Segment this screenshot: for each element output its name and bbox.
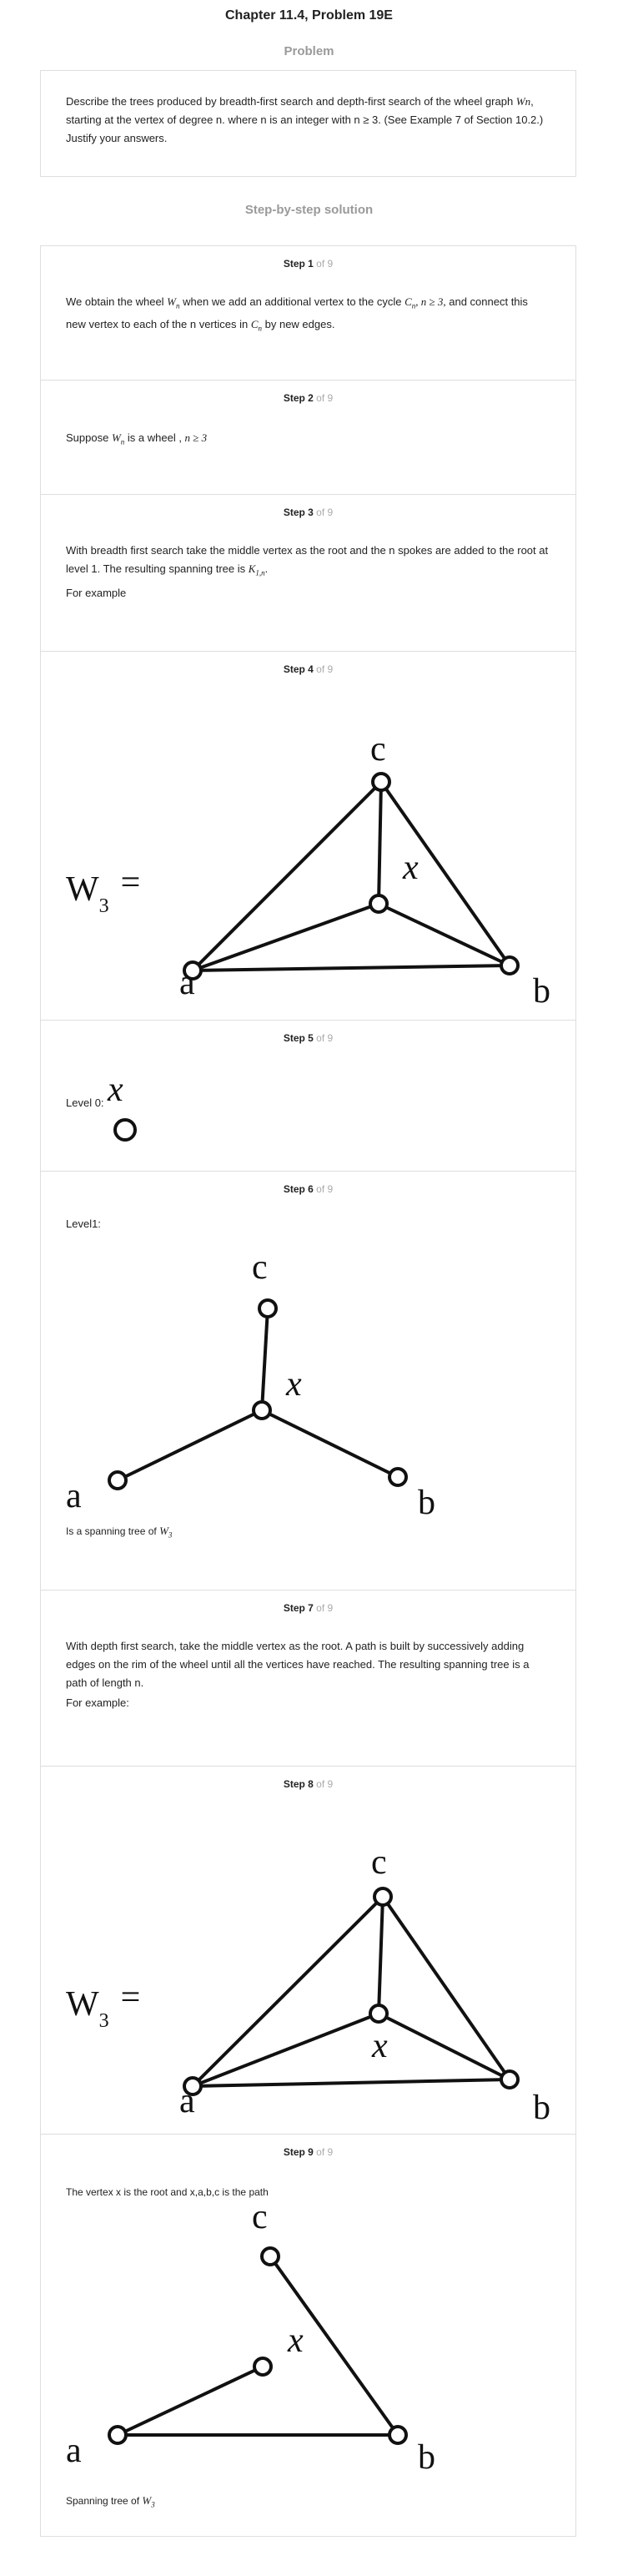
bfs-label-x: x	[285, 1365, 302, 1404]
vertex-label-a: a	[179, 964, 195, 1002]
vertex-label-b: b	[533, 972, 550, 1011]
step-4-card: Step 4 of 9 W3= c x a b	[40, 651, 576, 1021]
dfs-label-a: a	[66, 2432, 82, 2470]
w8-label-b: b	[533, 2089, 550, 2127]
step-2-header: Step 2 of 9	[283, 392, 334, 404]
level-1-label: Level1:	[66, 1217, 101, 1230]
step-3-example: For example	[66, 586, 127, 599]
step-1-text: We obtain the wheel Wn when we add an ad…	[66, 295, 528, 333]
dfs-label-c: c	[252, 2198, 268, 2236]
bfs-caption: Is a spanning tree of W3	[66, 1525, 173, 1540]
w8-label-x: x	[371, 2027, 388, 2065]
dfs-label-b: b	[418, 2438, 435, 2477]
problem-text: Describe the trees produced by breadth-f…	[66, 95, 544, 144]
wheel-w3-graph-2: W3= c x a b	[66, 1843, 550, 2127]
bfs-tree-graph: c x a b	[66, 1248, 435, 1522]
vertex-label-c: c	[370, 730, 386, 769]
step-8-card: Step 8 of 9 W3= c x a b	[40, 1766, 576, 2135]
problem-card: Describe the trees produced by breadth-f…	[40, 70, 576, 177]
dfs-label-x: x	[287, 2321, 304, 2360]
w8-label-c: c	[371, 1843, 387, 1882]
level-0-label: Level 0:	[66, 1096, 104, 1109]
step-3-card: Step 3 of 9 With breadth first search ta…	[40, 494, 576, 652]
problem-heading: Problem	[284, 44, 334, 58]
step-9-header: Step 9 of 9	[283, 2146, 334, 2158]
bfs-label-c: c	[252, 1248, 268, 1287]
wheel-w3-label-2: W3=	[66, 1979, 140, 2032]
step-6-header: Step 6 of 9	[283, 1183, 334, 1195]
bfs-label-a: a	[66, 1477, 82, 1515]
step-5-header: Step 5 of 9	[283, 1032, 334, 1044]
step-7-example: For example:	[66, 1696, 129, 1709]
page-title: Chapter 11.4, Problem 19E	[225, 8, 393, 23]
step-8-header: Step 8 of 9	[283, 1778, 334, 1790]
step-9-card: Step 9 of 9 The vertex x is the root and…	[40, 2134, 576, 2537]
root-vertex	[113, 1118, 137, 1142]
solution-heading: Step-by-step solution	[244, 203, 374, 217]
step-3-header: Step 3 of 9	[283, 507, 334, 518]
w8-label-a: a	[179, 2082, 195, 2120]
step-2-card: Step 2 of 9 Suppose Wn is a wheel , n ≥ …	[40, 380, 576, 495]
step-7-header: Step 7 of 9	[283, 1602, 334, 1614]
wheel-w3-label: W3=	[66, 864, 140, 917]
step-7-card: Step 7 of 9 With depth first search, tak…	[40, 1590, 576, 1767]
root-label-x: x	[107, 1071, 123, 1109]
wheel-w3-vertices	[183, 772, 520, 980]
level-0-graph: x	[107, 1071, 137, 1142]
dfs-caption: Spanning tree of W3	[66, 2494, 155, 2509]
step-4-header: Step 4 of 9	[283, 663, 334, 675]
dfs-tree-graph: c x a b	[66, 2198, 435, 2477]
step-2-text: Suppose Wn is a wheel , n ≥ 3	[66, 431, 208, 446]
step-1-header: Step 1 of 9	[283, 258, 334, 270]
step-3-text: With breadth first search take the middl…	[66, 544, 549, 577]
step-9-text: The vertex x is the root and x,a,b,c is …	[66, 2186, 269, 2198]
vertex-label-x: x	[402, 849, 419, 887]
wheel-w3-edges	[191, 780, 511, 972]
step-6-card: Step 6 of 9 Level1: c x a b Is a spannin…	[40, 1171, 576, 1590]
step-5-card: Step 5 of 9 Level 0: x	[40, 1020, 576, 1172]
step-7-text: With depth first search, take the middle…	[66, 1640, 530, 1689]
step-1-card: Step 1 of 9 We obtain the wheel Wn when …	[40, 245, 576, 381]
bfs-label-b: b	[418, 1484, 435, 1522]
wheel-w3-graph: W3= c x a b	[66, 730, 550, 1011]
